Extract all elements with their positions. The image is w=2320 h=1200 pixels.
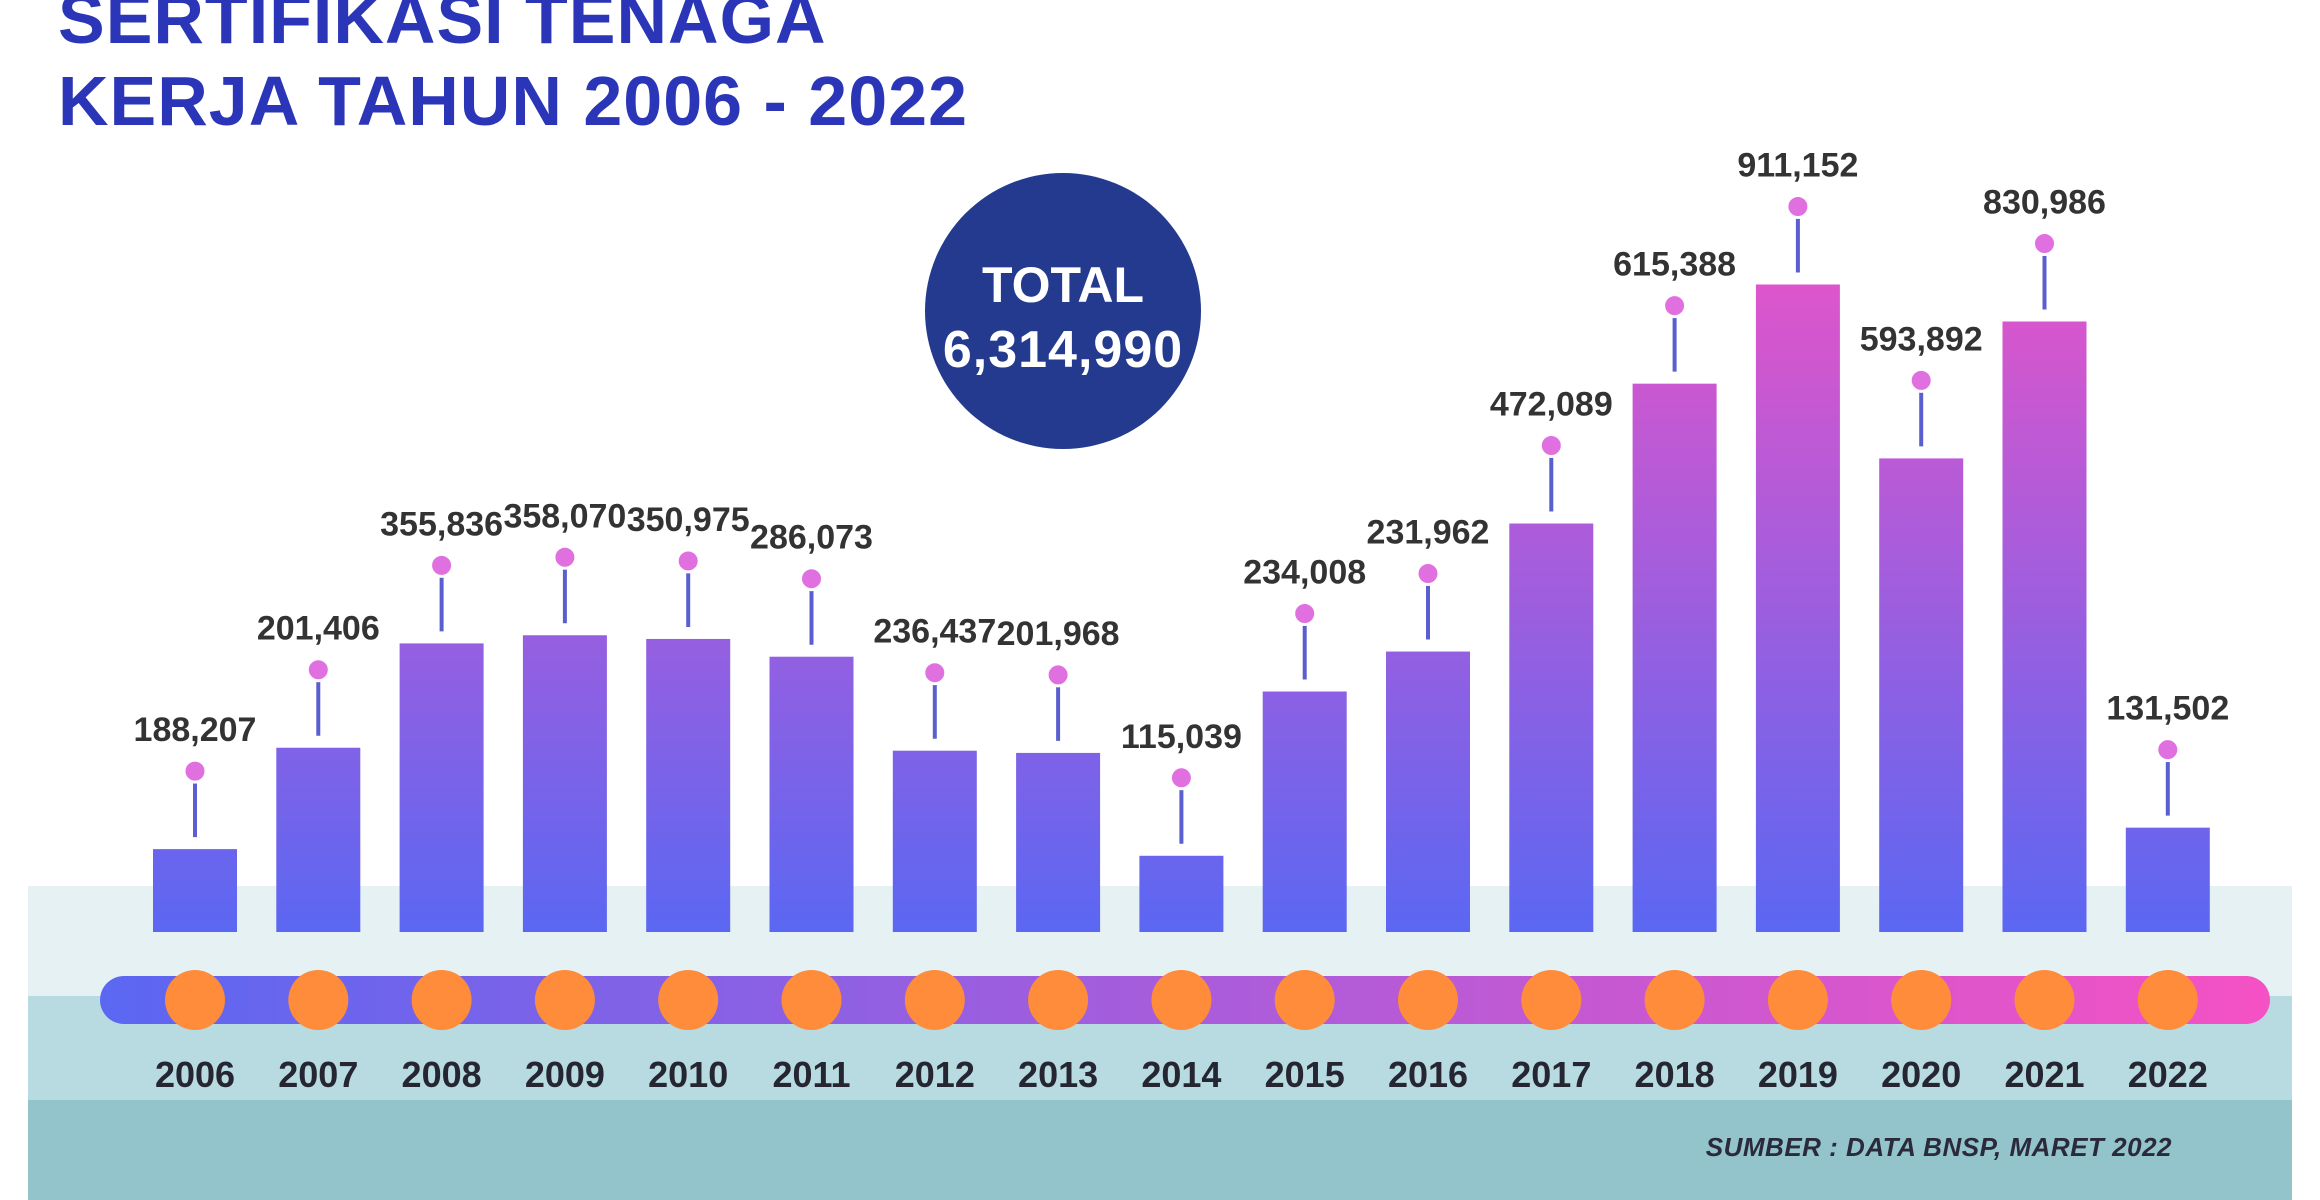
- year-label-2007: 2007: [278, 1054, 358, 1095]
- pin-head-2014: [1168, 765, 1194, 791]
- year-label-2010: 2010: [648, 1054, 728, 1095]
- bar-2010: [646, 638, 731, 932]
- value-label-2021: 830,986: [1983, 184, 2106, 222]
- timeline-dot-2013: [1028, 970, 1089, 1030]
- timeline-dot-2009: [534, 970, 595, 1030]
- value-label-2007: 201,406: [257, 610, 380, 648]
- bar-2012: [892, 750, 977, 932]
- source-note: SUMBER : DATA BNSP, MARET 2022: [1705, 1132, 2172, 1162]
- timeline-dot-2019: [1767, 970, 1828, 1030]
- chart-title-line-2: KERJA TAHUN 2006 - 2022: [58, 62, 968, 140]
- bar-2017: [1509, 523, 1594, 932]
- pin-head-2012: [922, 660, 948, 686]
- pin-head-2019: [1785, 194, 1811, 219]
- value-label-2012: 236,437: [873, 613, 996, 651]
- year-label-2009: 2009: [525, 1054, 605, 1095]
- timeline-dot-2020: [1891, 970, 1952, 1030]
- year-label-2017: 2017: [1511, 1054, 1591, 1095]
- bar-2008: [399, 643, 484, 932]
- value-label-2020: 593,892: [1860, 320, 1983, 358]
- value-label-2006: 188,207: [134, 711, 257, 749]
- year-label-2019: 2019: [1758, 1054, 1838, 1095]
- year-label-2014: 2014: [1141, 1054, 1221, 1095]
- timeline-dot-2022: [2137, 970, 2198, 1030]
- pin-head-2013: [1045, 662, 1071, 688]
- pin-head-2020: [1908, 367, 1934, 393]
- bar-2019: [1755, 284, 1840, 932]
- pin-head-2018: [1662, 293, 1688, 319]
- bar-2018: [1632, 383, 1717, 932]
- bar-2011: [769, 656, 854, 932]
- pin-head-2015: [1292, 601, 1318, 626]
- year-label-2022: 2022: [2128, 1054, 2208, 1095]
- bar-2022: [2125, 827, 2210, 932]
- year-label-2015: 2015: [1265, 1054, 1345, 1095]
- bar-2014: [1139, 855, 1224, 932]
- year-label-2006: 2006: [155, 1054, 235, 1095]
- timeline-dot-2017: [1521, 970, 1582, 1030]
- value-label-2013: 201,968: [997, 615, 1120, 653]
- timeline-dot-2014: [1151, 970, 1212, 1030]
- pin-head-2010: [675, 548, 701, 574]
- pin-head-2011: [799, 566, 824, 592]
- bar-2016: [1386, 651, 1470, 932]
- pin-head-2008: [429, 552, 455, 578]
- chart-title: SERTIFIKASI TENAGA KERJA TAHUN 2006 - 20…: [58, 0, 968, 142]
- timeline-layer: 2006 2007 2008 2009 2010 2011 2012 2013 2014 2015…: [155, 970, 2208, 1095]
- year-label-2012: 2012: [895, 1054, 975, 1095]
- value-label-2022: 131,502: [2106, 690, 2229, 728]
- pin-head-2021: [2032, 231, 2057, 256]
- year-label-2016: 2016: [1388, 1054, 1468, 1095]
- value-label-2018: 615,388: [1613, 246, 1736, 284]
- year-label-2008: 2008: [402, 1054, 482, 1095]
- pin-head-2009: [552, 544, 578, 570]
- value-label-2011: 286,073: [750, 519, 873, 557]
- total-value: 6,314,990: [942, 321, 1184, 379]
- total-badge: TOTAL 6,314,990: [925, 173, 1201, 449]
- pin-head-2017: [1538, 433, 1564, 459]
- year-label-2018: 2018: [1635, 1054, 1715, 1095]
- year-label-2013: 2013: [1018, 1054, 1098, 1095]
- bar-2013: [1016, 752, 1101, 932]
- year-label-2011: 2011: [772, 1054, 850, 1095]
- bar-2021: [2002, 321, 2087, 932]
- timeline-dot-2011: [781, 970, 842, 1030]
- pin-head-2007: [305, 657, 331, 683]
- value-label-2017: 472,089: [1490, 386, 1613, 424]
- total-label: TOTAL: [981, 257, 1144, 313]
- bar-2015: [1262, 691, 1347, 932]
- pin-head-2016: [1415, 561, 1441, 587]
- bar-2020: [1879, 458, 1964, 932]
- bar-2006: [153, 849, 237, 932]
- year-label-2021: 2021: [2004, 1054, 2084, 1095]
- timeline-dot-2008: [411, 970, 472, 1030]
- timeline-dot-2007: [288, 970, 349, 1030]
- year-label-2020: 2020: [1881, 1054, 1961, 1095]
- bar-2009: [522, 635, 607, 932]
- bars-layer: 188,207 201,406 355,836 358,070 350,975 286,0…: [134, 147, 2229, 932]
- timeline-dot-2015: [1274, 970, 1335, 1030]
- chart-title-line-1: SERTIFIKASI TENAGA: [58, 0, 827, 58]
- timeline-dot-2006: [165, 970, 225, 1030]
- value-label-2014: 115,039: [1121, 718, 1242, 756]
- value-label-2016: 231,962: [1367, 514, 1490, 552]
- chart-base-band-dark: [28, 1100, 2292, 1200]
- timeline-dot-2018: [1644, 970, 1705, 1030]
- value-label-2019: 911,152: [1737, 147, 1858, 185]
- value-label-2015: 234,008: [1243, 554, 1366, 592]
- timeline-dot-2021: [2014, 970, 2075, 1030]
- pin-head-2022: [2155, 737, 2181, 763]
- value-label-2008: 355,836: [380, 505, 503, 543]
- value-label-2009: 358,070: [503, 497, 626, 535]
- timeline-dot-2012: [904, 970, 965, 1030]
- pin-head-2006: [182, 758, 208, 784]
- bar-2007: [276, 747, 361, 932]
- timeline-dot-2010: [658, 970, 719, 1030]
- value-label-2010: 350,975: [627, 501, 750, 539]
- timeline-dot-2016: [1398, 970, 1458, 1030]
